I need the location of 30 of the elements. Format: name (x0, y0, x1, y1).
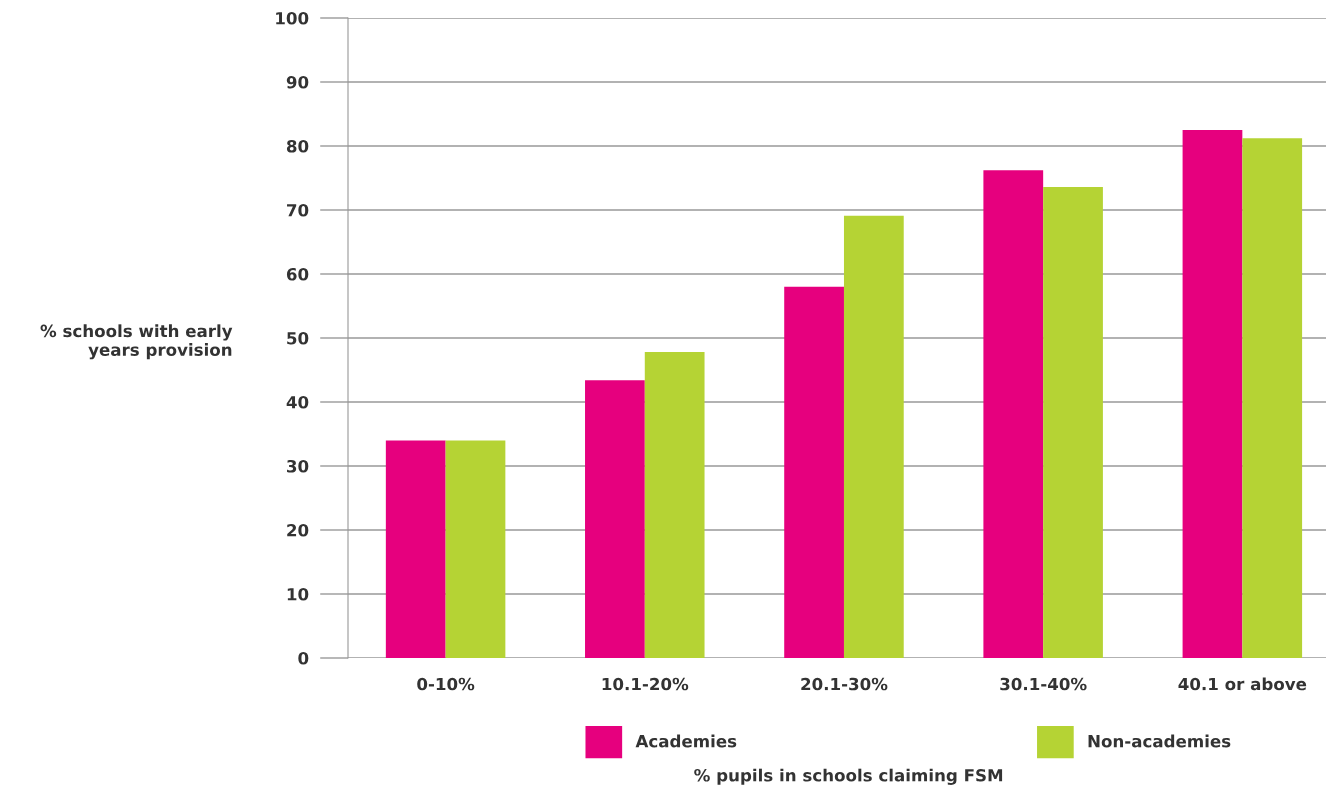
bar (385, 440, 446, 658)
bar (1182, 130, 1243, 658)
bar (784, 286, 844, 658)
y-tick-label: 20 (287, 523, 309, 537)
x-tick-label: 30.1-40% (1000, 677, 1087, 691)
bar (983, 170, 1044, 658)
x-tick-label: 10.1-20% (602, 677, 689, 691)
y-tick-label: 90 (286, 75, 309, 89)
x-tick-label: 40.1 or above (1178, 677, 1307, 691)
y-tick-label: 70 (287, 203, 309, 217)
bar (445, 440, 506, 658)
y-axis-title: % schools with early years provision (40, 324, 233, 360)
y-tick-label: 10 (287, 587, 309, 601)
bar (1043, 186, 1103, 658)
y-tick-label: 60 (286, 267, 309, 281)
y-tick-label: 80 (286, 139, 309, 153)
y-tick-label: 50 (287, 331, 309, 345)
y-tick-label: 40 (286, 395, 309, 409)
y-tick-label: 100 (276, 11, 309, 25)
x-tick-label: 0-10% (417, 677, 475, 691)
bar (644, 352, 705, 658)
y-tick-label: 0 (298, 651, 309, 665)
x-tick-label: 20.1-30% (801, 677, 888, 691)
text: % pupils in schools claiming FSM (694, 768, 1003, 785)
legend-label: Non-academies (1088, 734, 1231, 748)
legend-label: Academies (635, 734, 737, 748)
bar (585, 380, 645, 658)
y-tick-label: 30 (287, 459, 309, 473)
bar (843, 215, 904, 658)
bar (1242, 138, 1303, 658)
